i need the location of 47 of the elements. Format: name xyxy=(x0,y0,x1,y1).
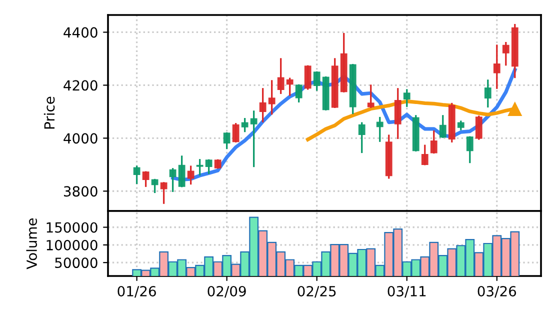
candlestick xyxy=(493,44,500,89)
candlestick xyxy=(151,178,158,194)
y-tick-label: 50000 xyxy=(55,258,98,268)
candlestick xyxy=(259,88,266,122)
x-tick-label: 03/11 xyxy=(388,286,426,298)
candlestick xyxy=(223,132,230,150)
x-tick-label: 01/26 xyxy=(118,286,156,298)
candlestick xyxy=(475,116,482,140)
y-tick-label: 4000 xyxy=(64,133,98,144)
candlestick xyxy=(142,171,150,187)
y-axis-title: Price xyxy=(44,96,55,129)
x-tick-label: 02/25 xyxy=(298,286,336,298)
candlestick xyxy=(178,156,186,188)
candlestick xyxy=(358,122,366,154)
candlestick xyxy=(205,159,212,174)
candlestick xyxy=(430,130,438,154)
candlestick xyxy=(484,80,492,108)
candlestick xyxy=(439,115,446,138)
candlestick xyxy=(241,118,248,132)
y-tick-label: 4200 xyxy=(64,80,98,91)
candlestick xyxy=(313,71,320,91)
y-tick-label: 4400 xyxy=(64,27,98,38)
candlestick xyxy=(169,168,176,192)
candlestick xyxy=(196,159,204,176)
candlestick xyxy=(187,166,194,185)
y-tick-label: 150000 xyxy=(46,222,98,233)
x-tick-label: 02/09 xyxy=(208,286,246,298)
candlestick xyxy=(466,136,474,164)
candlestick xyxy=(295,84,302,102)
candlestick xyxy=(232,123,240,142)
candlestick xyxy=(376,116,384,142)
y-axis-title: Volume xyxy=(26,218,38,270)
candlestick xyxy=(268,80,276,115)
candlestick xyxy=(367,84,374,108)
y-tick-label: 100000 xyxy=(46,240,98,250)
candlestick xyxy=(286,78,294,96)
candlestick xyxy=(304,65,312,90)
candlestick xyxy=(394,88,402,139)
candlestick xyxy=(502,42,510,66)
y-tick-label: 3800 xyxy=(64,186,98,197)
candlestick xyxy=(403,89,410,107)
candlestick xyxy=(277,58,284,94)
candlestick xyxy=(250,110,258,168)
candlestick xyxy=(160,182,168,204)
candlestick xyxy=(421,144,428,166)
x-tick-label: 03/26 xyxy=(478,286,516,298)
candlestick xyxy=(133,166,140,184)
